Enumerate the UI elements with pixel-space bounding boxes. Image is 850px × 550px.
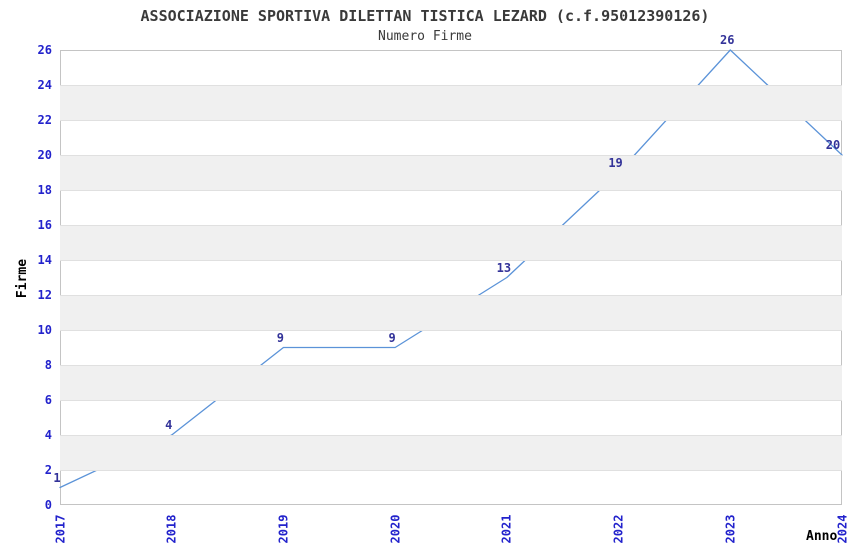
plot-band — [60, 435, 842, 470]
x-tick-label: 2021 — [499, 511, 515, 547]
y-tick-label: 2 — [44, 463, 52, 477]
x-tick-label: 2017 — [52, 511, 68, 547]
x-tick-text: 2017 — [53, 514, 67, 544]
point-value-label: 20 — [825, 138, 841, 152]
gridline — [60, 190, 842, 191]
gridline — [60, 155, 842, 156]
y-tick-label: 14 — [37, 253, 52, 267]
x-tick-label: 2023 — [722, 511, 738, 547]
gridline — [60, 260, 842, 261]
y-tick-label: 8 — [44, 358, 52, 372]
gridline — [60, 120, 842, 121]
y-tick-label: 26 — [37, 43, 52, 57]
chart-title: ASSOCIAZIONE SPORTIVA DILETTAN TISTICA L… — [140, 7, 710, 25]
x-tick-label: 2024 — [834, 511, 850, 547]
x-tick-text: 2020 — [388, 514, 403, 544]
plot-band — [60, 85, 842, 120]
x-tick-label: 2022 — [611, 511, 627, 547]
x-tick-text: 2024 — [835, 514, 849, 544]
x-tick-label: 2020 — [387, 511, 403, 547]
y-tick-label: 10 — [37, 323, 52, 337]
y-tick-label: 18 — [37, 183, 52, 197]
gridline — [60, 295, 842, 296]
plot-band — [60, 225, 842, 260]
x-tick-text: 2018 — [164, 514, 179, 544]
plot-band — [60, 155, 842, 190]
chart-subtitle: Numero Firme — [378, 29, 472, 44]
gridline — [60, 225, 842, 226]
y-tick-label: 20 — [37, 148, 52, 162]
y-tick-label: 0 — [44, 498, 52, 512]
gridline — [60, 85, 842, 86]
point-value-label: 26 — [720, 33, 735, 47]
x-tick-label: 2018 — [164, 511, 180, 547]
y-tick-label: 6 — [44, 393, 52, 407]
gridline — [60, 400, 842, 401]
x-tick-text: 2021 — [499, 514, 514, 544]
point-value-label: 4 — [165, 418, 173, 432]
point-value-label: 13 — [496, 260, 512, 275]
x-tick-text: 2019 — [276, 514, 291, 544]
plot-area — [60, 50, 842, 505]
gridline — [60, 470, 842, 471]
y-tick-label: 24 — [37, 78, 52, 92]
y-tick-label: 22 — [37, 113, 52, 127]
x-tick-text: 2023 — [723, 514, 738, 544]
x-tick-label: 2019 — [275, 511, 291, 547]
plot-band — [60, 295, 842, 330]
point-value-label: 9 — [276, 330, 285, 345]
gridline — [60, 365, 842, 366]
y-tick-label: 12 — [37, 288, 52, 302]
point-value-label: 19 — [608, 155, 623, 170]
plot-band — [60, 365, 842, 400]
y-tick-label: 16 — [37, 218, 52, 232]
point-value-label: 1 — [53, 470, 61, 485]
gridline — [60, 330, 842, 331]
x-tick-text: 2022 — [611, 514, 626, 544]
x-axis-title: Anno — [806, 529, 838, 544]
y-tick-label: 4 — [44, 428, 52, 442]
gridline — [60, 435, 842, 436]
point-value-label: 9 — [388, 330, 396, 345]
